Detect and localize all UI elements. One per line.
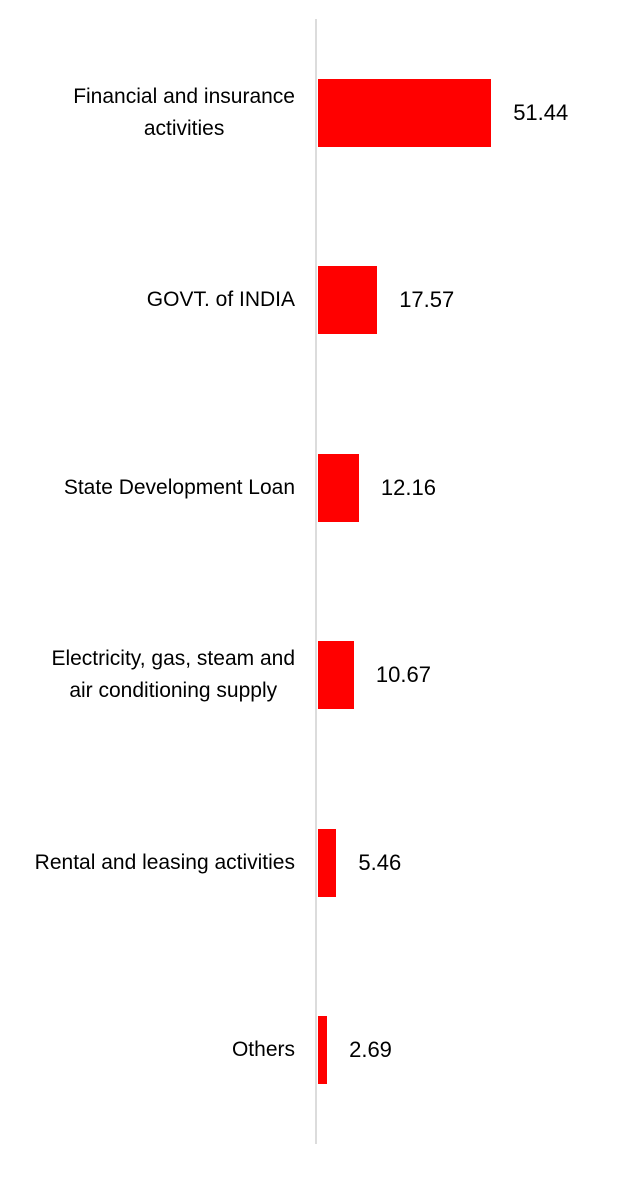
category-label-cell: Electricity, gas, steam and air condition… <box>0 643 315 707</box>
category-label: Rental and leasing activities <box>34 850 295 874</box>
bar-row: Others 2.69 <box>0 957 627 1145</box>
bar-row: Electricity, gas, steam and air condition… <box>0 582 627 770</box>
bar[interactable] <box>318 641 354 710</box>
value-label: 51.44 <box>513 99 569 125</box>
category-label: Others <box>231 1038 295 1062</box>
bar-cell: 51.44 <box>315 78 627 147</box>
category-label: Electricity, gas, steam and air condition… <box>51 647 295 703</box>
bar-row: State Development Loan 12.16 <box>0 394 627 582</box>
category-label-cell: Financial and insurance activities <box>0 81 315 145</box>
value-label: 5.46 <box>358 849 402 875</box>
category-label: GOVT. of INDIA <box>146 288 295 312</box>
value-label: 17.57 <box>399 287 455 313</box>
bar[interactable] <box>318 453 359 522</box>
bar-row: Rental and leasing activities 5.46 <box>0 769 627 957</box>
bar[interactable] <box>318 78 492 147</box>
category-label-cell: GOVT. of INDIA <box>0 284 315 316</box>
category-label-cell: State Development Loan <box>0 472 315 504</box>
bar-cell: 5.46 <box>315 828 627 897</box>
bar-rows: Financial and insurance activities 51.44 … <box>0 19 627 1144</box>
category-label-cell: Others <box>0 1034 315 1066</box>
bar-row: GOVT. of INDIA 17.57 <box>0 207 627 395</box>
bar[interactable] <box>318 266 378 335</box>
category-label: Financial and insurance activities <box>73 84 295 140</box>
bar-cell: 2.69 <box>315 1016 627 1085</box>
bar-row: Financial and insurance activities 51.44 <box>0 19 627 207</box>
value-label: 2.69 <box>349 1037 392 1063</box>
y-axis-baseline <box>315 19 317 1144</box>
category-label-cell: Rental and leasing activities <box>0 847 315 879</box>
bar[interactable] <box>318 1016 328 1085</box>
bar[interactable] <box>318 828 337 897</box>
value-label: 10.67 <box>375 662 431 688</box>
bar-cell: 17.57 <box>315 266 627 335</box>
value-label: 12.16 <box>380 474 436 500</box>
bar-cell: 12.16 <box>315 453 627 522</box>
category-label: State Development Loan <box>63 475 295 499</box>
bar-cell: 10.67 <box>315 641 627 710</box>
